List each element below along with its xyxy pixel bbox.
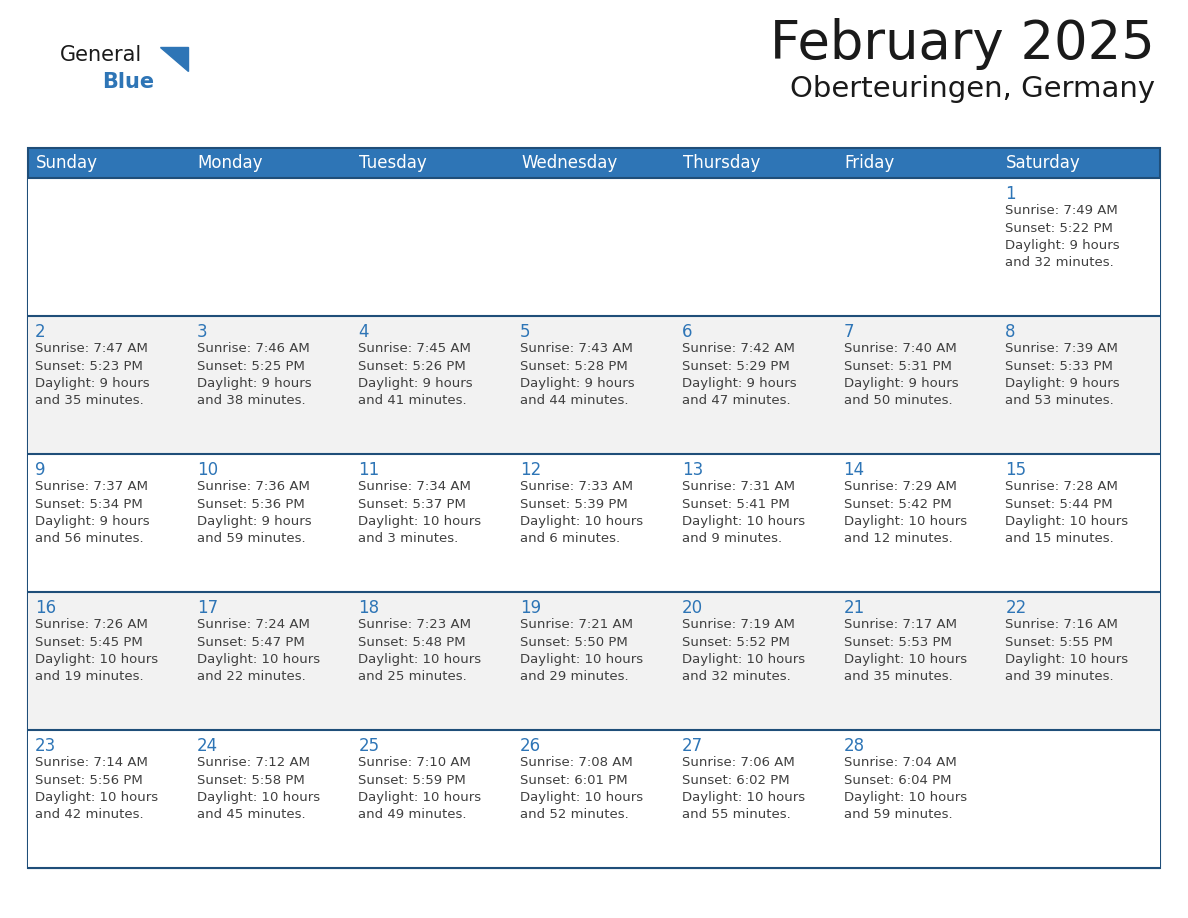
Text: 25: 25 bbox=[359, 737, 379, 755]
Text: Sunrise: 7:33 AM
Sunset: 5:39 PM
Daylight: 10 hours
and 6 minutes.: Sunrise: 7:33 AM Sunset: 5:39 PM Dayligh… bbox=[520, 480, 643, 545]
Text: General: General bbox=[61, 45, 143, 65]
Text: 1: 1 bbox=[1005, 185, 1016, 203]
Text: 7: 7 bbox=[843, 323, 854, 341]
Text: Sunrise: 7:08 AM
Sunset: 6:01 PM
Daylight: 10 hours
and 52 minutes.: Sunrise: 7:08 AM Sunset: 6:01 PM Dayligh… bbox=[520, 756, 643, 822]
Polygon shape bbox=[160, 47, 188, 71]
Text: 12: 12 bbox=[520, 461, 542, 479]
Text: 10: 10 bbox=[197, 461, 217, 479]
Text: Monday: Monday bbox=[197, 154, 264, 172]
Text: Sunrise: 7:23 AM
Sunset: 5:48 PM
Daylight: 10 hours
and 25 minutes.: Sunrise: 7:23 AM Sunset: 5:48 PM Dayligh… bbox=[359, 618, 481, 684]
Text: Wednesday: Wednesday bbox=[522, 154, 618, 172]
Text: Sunrise: 7:46 AM
Sunset: 5:25 PM
Daylight: 9 hours
and 38 minutes.: Sunrise: 7:46 AM Sunset: 5:25 PM Dayligh… bbox=[197, 342, 311, 408]
Text: 8: 8 bbox=[1005, 323, 1016, 341]
Text: Sunrise: 7:14 AM
Sunset: 5:56 PM
Daylight: 10 hours
and 42 minutes.: Sunrise: 7:14 AM Sunset: 5:56 PM Dayligh… bbox=[34, 756, 158, 822]
Text: Sunrise: 7:26 AM
Sunset: 5:45 PM
Daylight: 10 hours
and 19 minutes.: Sunrise: 7:26 AM Sunset: 5:45 PM Dayligh… bbox=[34, 618, 158, 684]
Text: 11: 11 bbox=[359, 461, 380, 479]
Text: Sunrise: 7:24 AM
Sunset: 5:47 PM
Daylight: 10 hours
and 22 minutes.: Sunrise: 7:24 AM Sunset: 5:47 PM Dayligh… bbox=[197, 618, 320, 684]
Text: 26: 26 bbox=[520, 737, 542, 755]
Text: Oberteuringen, Germany: Oberteuringen, Germany bbox=[790, 75, 1155, 103]
Text: 9: 9 bbox=[34, 461, 45, 479]
Text: Sunrise: 7:45 AM
Sunset: 5:26 PM
Daylight: 9 hours
and 41 minutes.: Sunrise: 7:45 AM Sunset: 5:26 PM Dayligh… bbox=[359, 342, 473, 408]
Text: 22: 22 bbox=[1005, 599, 1026, 617]
Text: Sunrise: 7:31 AM
Sunset: 5:41 PM
Daylight: 10 hours
and 9 minutes.: Sunrise: 7:31 AM Sunset: 5:41 PM Dayligh… bbox=[682, 480, 805, 545]
Text: Sunrise: 7:43 AM
Sunset: 5:28 PM
Daylight: 9 hours
and 44 minutes.: Sunrise: 7:43 AM Sunset: 5:28 PM Dayligh… bbox=[520, 342, 634, 408]
Text: Sunrise: 7:37 AM
Sunset: 5:34 PM
Daylight: 9 hours
and 56 minutes.: Sunrise: 7:37 AM Sunset: 5:34 PM Dayligh… bbox=[34, 480, 150, 545]
Text: 19: 19 bbox=[520, 599, 542, 617]
Bar bbox=[998, 148, 1159, 178]
Text: Sunrise: 7:40 AM
Sunset: 5:31 PM
Daylight: 9 hours
and 50 minutes.: Sunrise: 7:40 AM Sunset: 5:31 PM Dayligh… bbox=[843, 342, 959, 408]
Text: 6: 6 bbox=[682, 323, 693, 341]
Text: 2: 2 bbox=[34, 323, 45, 341]
Text: Sunrise: 7:49 AM
Sunset: 5:22 PM
Daylight: 9 hours
and 32 minutes.: Sunrise: 7:49 AM Sunset: 5:22 PM Dayligh… bbox=[1005, 204, 1120, 270]
Text: Tuesday: Tuesday bbox=[360, 154, 428, 172]
Text: Sunrise: 7:28 AM
Sunset: 5:44 PM
Daylight: 10 hours
and 15 minutes.: Sunrise: 7:28 AM Sunset: 5:44 PM Dayligh… bbox=[1005, 480, 1129, 545]
Bar bbox=[29, 730, 1159, 868]
Bar bbox=[29, 148, 1159, 868]
Text: Sunrise: 7:21 AM
Sunset: 5:50 PM
Daylight: 10 hours
and 29 minutes.: Sunrise: 7:21 AM Sunset: 5:50 PM Dayligh… bbox=[520, 618, 643, 684]
Text: 3: 3 bbox=[197, 323, 208, 341]
Text: 14: 14 bbox=[843, 461, 865, 479]
Text: Thursday: Thursday bbox=[683, 154, 760, 172]
Text: 15: 15 bbox=[1005, 461, 1026, 479]
Bar bbox=[29, 316, 1159, 454]
Text: Sunrise: 7:04 AM
Sunset: 6:04 PM
Daylight: 10 hours
and 59 minutes.: Sunrise: 7:04 AM Sunset: 6:04 PM Dayligh… bbox=[843, 756, 967, 822]
Text: Sunrise: 7:06 AM
Sunset: 6:02 PM
Daylight: 10 hours
and 55 minutes.: Sunrise: 7:06 AM Sunset: 6:02 PM Dayligh… bbox=[682, 756, 805, 822]
Text: Sunrise: 7:12 AM
Sunset: 5:58 PM
Daylight: 10 hours
and 45 minutes.: Sunrise: 7:12 AM Sunset: 5:58 PM Dayligh… bbox=[197, 756, 320, 822]
Text: 4: 4 bbox=[359, 323, 369, 341]
Text: 21: 21 bbox=[843, 599, 865, 617]
Text: Sunrise: 7:36 AM
Sunset: 5:36 PM
Daylight: 9 hours
and 59 minutes.: Sunrise: 7:36 AM Sunset: 5:36 PM Dayligh… bbox=[197, 480, 311, 545]
Text: Friday: Friday bbox=[845, 154, 895, 172]
Text: Blue: Blue bbox=[102, 72, 154, 92]
Text: 28: 28 bbox=[843, 737, 865, 755]
Text: Saturday: Saturday bbox=[1006, 154, 1081, 172]
Text: 16: 16 bbox=[34, 599, 56, 617]
Text: Sunrise: 7:10 AM
Sunset: 5:59 PM
Daylight: 10 hours
and 49 minutes.: Sunrise: 7:10 AM Sunset: 5:59 PM Dayligh… bbox=[359, 756, 481, 822]
Text: 18: 18 bbox=[359, 599, 379, 617]
Text: 20: 20 bbox=[682, 599, 703, 617]
Bar bbox=[513, 148, 675, 178]
Text: Sunrise: 7:47 AM
Sunset: 5:23 PM
Daylight: 9 hours
and 35 minutes.: Sunrise: 7:47 AM Sunset: 5:23 PM Dayligh… bbox=[34, 342, 150, 408]
Text: 5: 5 bbox=[520, 323, 531, 341]
Bar bbox=[29, 454, 1159, 592]
Bar bbox=[675, 148, 836, 178]
Text: 17: 17 bbox=[197, 599, 217, 617]
Bar bbox=[352, 148, 513, 178]
Bar bbox=[29, 178, 1159, 316]
Text: Sunrise: 7:42 AM
Sunset: 5:29 PM
Daylight: 9 hours
and 47 minutes.: Sunrise: 7:42 AM Sunset: 5:29 PM Dayligh… bbox=[682, 342, 796, 408]
Bar bbox=[29, 592, 1159, 730]
Bar bbox=[190, 148, 352, 178]
Text: 27: 27 bbox=[682, 737, 703, 755]
Text: Sunrise: 7:19 AM
Sunset: 5:52 PM
Daylight: 10 hours
and 32 minutes.: Sunrise: 7:19 AM Sunset: 5:52 PM Dayligh… bbox=[682, 618, 805, 684]
Text: February 2025: February 2025 bbox=[770, 18, 1155, 70]
Text: 23: 23 bbox=[34, 737, 56, 755]
Bar bbox=[836, 148, 998, 178]
Text: Sunday: Sunday bbox=[36, 154, 97, 172]
Text: 24: 24 bbox=[197, 737, 217, 755]
Text: 13: 13 bbox=[682, 461, 703, 479]
Text: Sunrise: 7:29 AM
Sunset: 5:42 PM
Daylight: 10 hours
and 12 minutes.: Sunrise: 7:29 AM Sunset: 5:42 PM Dayligh… bbox=[843, 480, 967, 545]
Text: Sunrise: 7:16 AM
Sunset: 5:55 PM
Daylight: 10 hours
and 39 minutes.: Sunrise: 7:16 AM Sunset: 5:55 PM Dayligh… bbox=[1005, 618, 1129, 684]
Text: Sunrise: 7:34 AM
Sunset: 5:37 PM
Daylight: 10 hours
and 3 minutes.: Sunrise: 7:34 AM Sunset: 5:37 PM Dayligh… bbox=[359, 480, 481, 545]
Bar bbox=[29, 148, 190, 178]
Text: Sunrise: 7:39 AM
Sunset: 5:33 PM
Daylight: 9 hours
and 53 minutes.: Sunrise: 7:39 AM Sunset: 5:33 PM Dayligh… bbox=[1005, 342, 1120, 408]
Text: Sunrise: 7:17 AM
Sunset: 5:53 PM
Daylight: 10 hours
and 35 minutes.: Sunrise: 7:17 AM Sunset: 5:53 PM Dayligh… bbox=[843, 618, 967, 684]
